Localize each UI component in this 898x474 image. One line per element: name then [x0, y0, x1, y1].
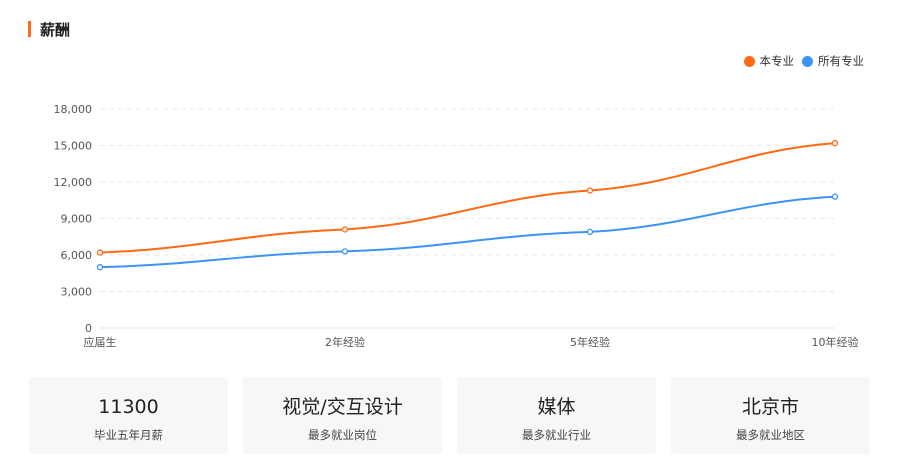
data-point [831, 139, 839, 147]
data-point [96, 249, 104, 256]
section-header: 薪酬 [28, 19, 70, 39]
title-accent-bar [28, 21, 31, 37]
y-tick-label: 18,000 [54, 103, 93, 116]
y-tick-label: 12,000 [54, 176, 93, 189]
card-label-salary: 毕业五年月薪 [94, 428, 163, 442]
summary-card-position: 视觉/交互设计 最多就业岗位 [243, 377, 442, 454]
x-tick-label: 2年经验 [325, 335, 365, 349]
summary-card-industry: 媒体 最多就业行业 [457, 377, 656, 454]
legend-item-all[interactable]: 所有专业 [802, 53, 864, 69]
series-line-0 [99, 142, 836, 254]
card-label-position: 最多就业岗位 [308, 428, 377, 442]
card-value-region: 北京市 [741, 396, 799, 418]
y-tick-label: 9,000 [61, 213, 93, 226]
data-point [831, 193, 839, 200]
x-tick-label: 5年经验 [570, 335, 610, 349]
x-tick-label: 10年经验 [812, 335, 859, 349]
legend-dot-major-icon [743, 55, 755, 67]
data-point [586, 187, 594, 194]
legend-label-all: 所有专业 [818, 54, 864, 68]
x-tick-label: 应届生 [84, 335, 117, 349]
legend-label-major: 本专业 [759, 54, 795, 68]
y-tick-label: 3,000 [61, 286, 93, 299]
summary-cards: 11300 毕业五年月薪 视觉/交互设计 最多就业岗位 媒体 最多就业行业 北京… [29, 377, 870, 454]
data-point [341, 248, 349, 255]
summary-card-region: 北京市 最多就业地区 [671, 377, 870, 454]
legend-item-major[interactable]: 本专业 [743, 53, 795, 69]
section-title: 薪酬 [40, 20, 71, 39]
data-point [96, 264, 104, 271]
card-label-region: 最多就业地区 [736, 428, 805, 442]
chart-legend: 本专业 所有专业 [736, 53, 864, 69]
card-value-position: 视觉/交互设计 [282, 396, 403, 418]
card-value-salary: 11300 [98, 396, 159, 418]
card-label-industry: 最多就业行业 [522, 428, 591, 442]
y-tick-label: 15,000 [54, 140, 93, 153]
y-tick-label: 6,000 [61, 249, 93, 262]
data-point [586, 228, 594, 236]
series-line-1 [99, 195, 836, 269]
summary-card-salary: 11300 毕业五年月薪 [29, 377, 228, 454]
legend-dot-all-icon [802, 55, 813, 67]
y-tick-label: 0 [85, 322, 92, 335]
card-value-industry: 媒体 [537, 396, 576, 418]
salary-line-chart: 0 3,000 6,000 9,000 12,000 15,000 18,000 应届生 2年经… [54, 103, 859, 349]
data-point [341, 226, 349, 233]
